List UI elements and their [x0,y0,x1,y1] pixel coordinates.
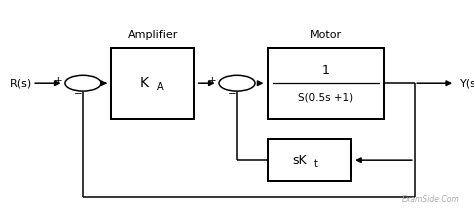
Text: Y(s): Y(s) [460,78,474,88]
Bar [268,48,384,119]
Text: +: + [208,76,216,86]
Text: K: K [140,76,149,90]
Text: A: A [156,82,163,92]
Text: Amplifier: Amplifier [128,30,178,40]
Text: Motor: Motor [310,30,342,40]
Bar [268,139,351,181]
Text: +: + [54,76,62,86]
Text: R(s): R(s) [9,78,32,88]
Text: ExamSide.Com: ExamSide.Com [402,195,460,204]
Bar [111,48,194,119]
Text: t: t [314,159,318,169]
Text: 1: 1 [322,64,330,77]
Text: −: − [74,89,82,99]
Text: S(0.5s +1): S(0.5s +1) [298,93,354,103]
Text: −: − [228,89,237,99]
Text: sK: sK [292,154,307,167]
